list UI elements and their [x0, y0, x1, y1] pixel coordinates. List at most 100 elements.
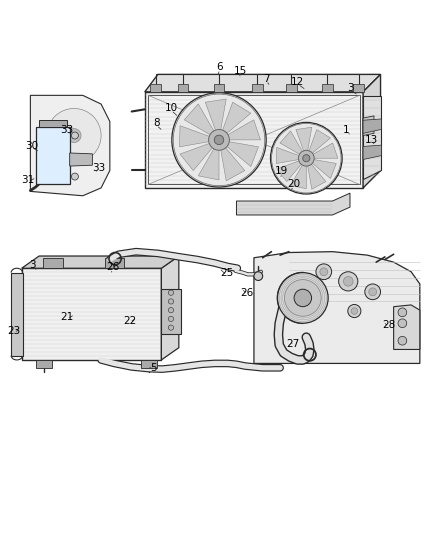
Text: 23: 23 — [7, 326, 21, 336]
Polygon shape — [307, 161, 326, 189]
Text: 31: 31 — [21, 175, 35, 185]
Text: 33: 33 — [60, 125, 74, 135]
Polygon shape — [36, 127, 70, 183]
Polygon shape — [205, 99, 226, 135]
Text: 8: 8 — [153, 118, 159, 128]
Text: 26: 26 — [107, 262, 120, 272]
Polygon shape — [296, 127, 312, 155]
Polygon shape — [145, 92, 363, 188]
Polygon shape — [30, 95, 110, 196]
Circle shape — [208, 130, 230, 150]
Circle shape — [168, 299, 173, 304]
Circle shape — [271, 123, 342, 194]
Text: 33: 33 — [92, 163, 105, 173]
Text: 25: 25 — [220, 269, 233, 278]
Polygon shape — [21, 256, 179, 268]
Circle shape — [254, 272, 263, 280]
Text: 7: 7 — [263, 74, 269, 84]
Polygon shape — [39, 120, 67, 127]
Polygon shape — [220, 143, 245, 181]
Polygon shape — [394, 305, 420, 350]
Circle shape — [369, 288, 377, 296]
Polygon shape — [363, 145, 381, 159]
Polygon shape — [150, 84, 161, 92]
Polygon shape — [21, 268, 161, 360]
Polygon shape — [221, 102, 251, 136]
Circle shape — [168, 316, 173, 321]
Polygon shape — [36, 360, 52, 368]
Circle shape — [168, 290, 173, 295]
Polygon shape — [363, 119, 381, 133]
Circle shape — [339, 272, 358, 291]
Circle shape — [285, 280, 321, 316]
Circle shape — [343, 277, 353, 286]
Polygon shape — [363, 75, 381, 188]
Text: 30: 30 — [25, 141, 39, 151]
Circle shape — [278, 272, 328, 323]
Polygon shape — [70, 153, 92, 166]
Polygon shape — [180, 142, 216, 171]
Polygon shape — [161, 289, 180, 334]
Polygon shape — [322, 84, 332, 92]
Text: 28: 28 — [382, 320, 395, 330]
Polygon shape — [363, 116, 374, 135]
Polygon shape — [309, 143, 338, 158]
Circle shape — [303, 155, 310, 162]
Circle shape — [168, 325, 173, 330]
Polygon shape — [11, 272, 22, 356]
Text: 3: 3 — [346, 83, 353, 93]
Text: 3: 3 — [29, 260, 35, 270]
Circle shape — [67, 128, 81, 142]
Polygon shape — [105, 258, 124, 268]
Polygon shape — [276, 148, 303, 164]
Circle shape — [398, 319, 407, 328]
Circle shape — [365, 284, 381, 300]
Polygon shape — [141, 360, 157, 368]
Polygon shape — [310, 159, 336, 179]
Polygon shape — [223, 141, 258, 166]
Text: 6: 6 — [216, 62, 223, 72]
Circle shape — [348, 304, 361, 318]
Polygon shape — [363, 96, 381, 179]
Circle shape — [320, 268, 328, 276]
Polygon shape — [286, 84, 297, 92]
Polygon shape — [223, 120, 261, 140]
Polygon shape — [145, 75, 381, 92]
Circle shape — [71, 132, 78, 139]
Circle shape — [47, 108, 101, 163]
Text: 5: 5 — [150, 363, 157, 373]
Text: 26: 26 — [240, 288, 254, 298]
Text: 21: 21 — [60, 312, 74, 322]
Polygon shape — [180, 126, 214, 147]
Text: 15: 15 — [233, 66, 247, 76]
Circle shape — [294, 289, 311, 306]
Text: 1: 1 — [343, 125, 350, 135]
Circle shape — [398, 336, 407, 345]
Circle shape — [316, 264, 332, 280]
Polygon shape — [43, 258, 63, 268]
Polygon shape — [290, 162, 306, 189]
Polygon shape — [237, 193, 350, 215]
Polygon shape — [161, 256, 179, 360]
Circle shape — [71, 173, 78, 180]
Polygon shape — [353, 84, 364, 92]
Polygon shape — [277, 160, 304, 182]
Polygon shape — [184, 104, 216, 138]
Circle shape — [298, 150, 314, 166]
Text: 12: 12 — [291, 77, 304, 87]
Polygon shape — [214, 84, 224, 92]
Text: 13: 13 — [364, 135, 378, 145]
Polygon shape — [252, 84, 263, 92]
Polygon shape — [178, 84, 188, 92]
Circle shape — [214, 135, 224, 144]
Text: 19: 19 — [274, 166, 288, 176]
Text: 27: 27 — [286, 339, 300, 349]
Polygon shape — [307, 130, 330, 156]
Polygon shape — [254, 252, 420, 364]
Circle shape — [172, 93, 266, 187]
Text: 22: 22 — [124, 316, 137, 326]
Circle shape — [398, 308, 407, 317]
Text: 10: 10 — [164, 103, 177, 114]
Text: 20: 20 — [287, 180, 300, 189]
Circle shape — [168, 308, 173, 313]
